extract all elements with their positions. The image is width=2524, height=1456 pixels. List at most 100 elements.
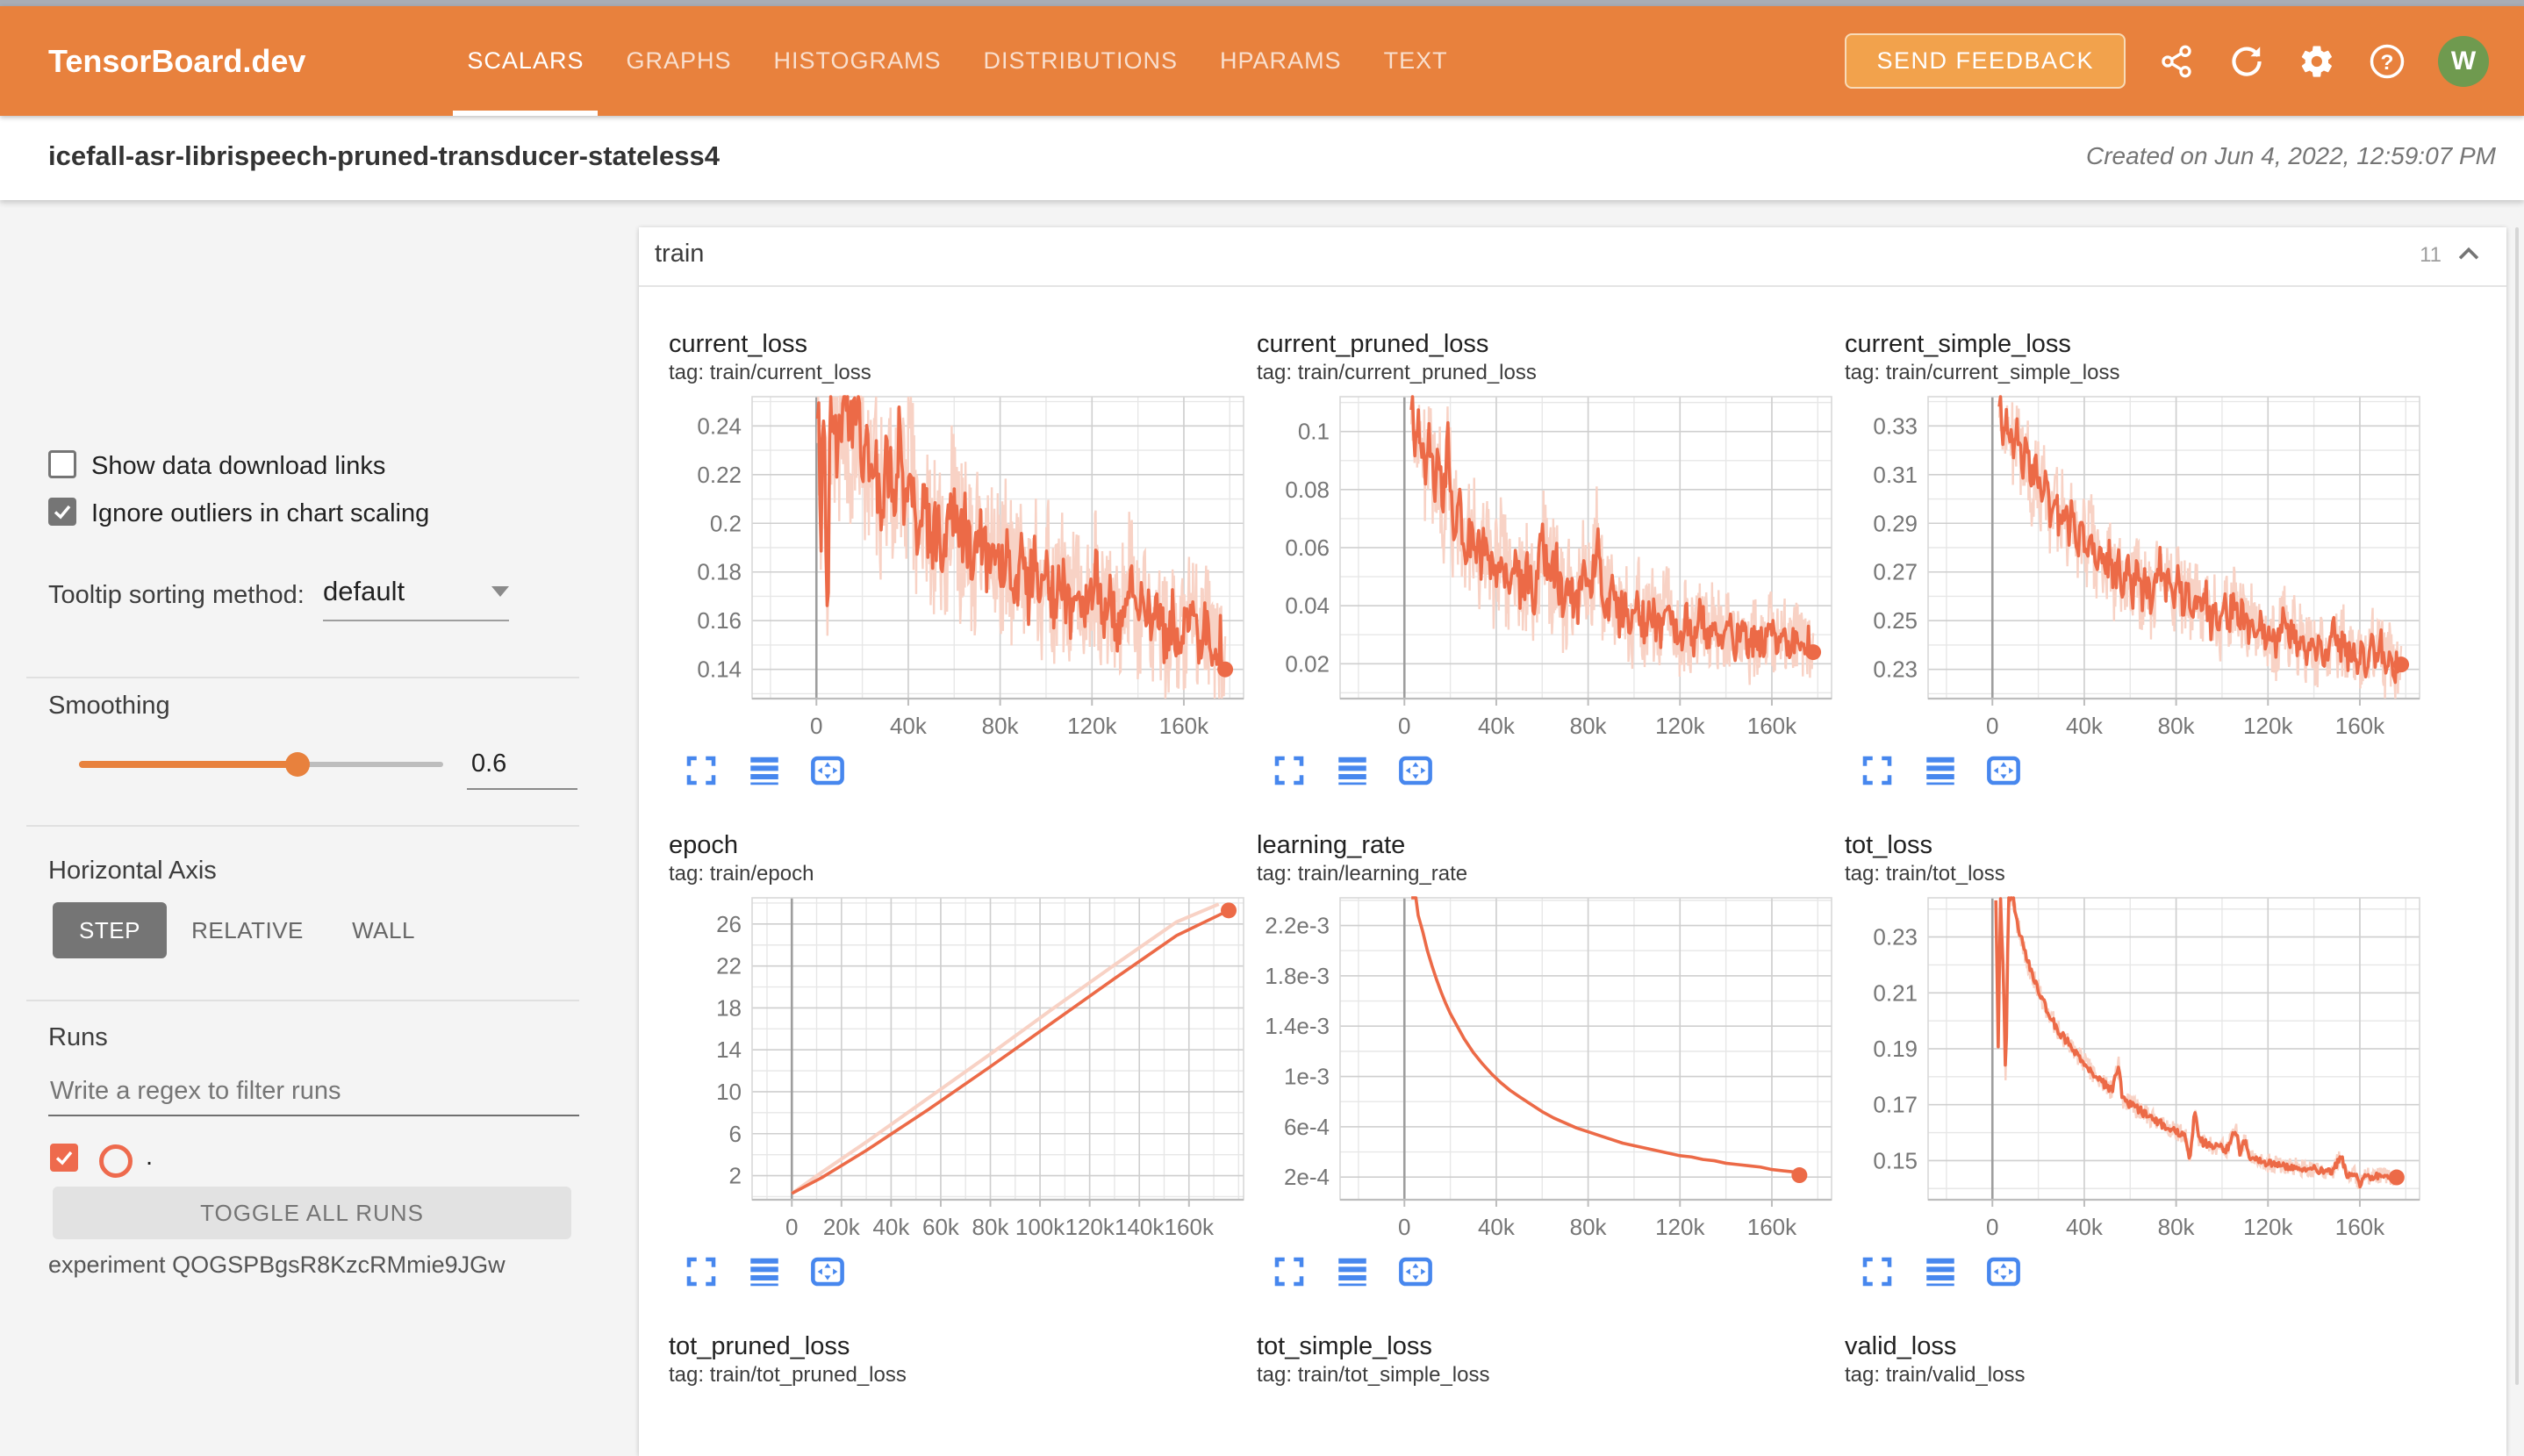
- svg-text:120k: 120k: [1655, 713, 1705, 739]
- svg-text:0: 0: [1986, 1214, 1998, 1240]
- share-icon[interactable]: [2157, 42, 2196, 81]
- show-download-label: Show data download links: [91, 452, 386, 480]
- tab-distributions[interactable]: DISTRIBUTIONS: [983, 47, 1179, 74]
- svg-text:0.06: 0.06: [1285, 534, 1330, 561]
- chart-current_loss: current_loss tag: train/current_loss 0 40k 8…: [669, 328, 1248, 793]
- svg-text:6e-4: 6e-4: [1284, 1114, 1330, 1140]
- fit-domain-icon[interactable]: [807, 1253, 848, 1295]
- collapse-section-icon[interactable]: [2454, 240, 2484, 269]
- svg-text:14: 14: [716, 1036, 742, 1063]
- svg-text:0.25: 0.25: [1873, 607, 1918, 634]
- settings-icon[interactable]: [2298, 42, 2336, 81]
- chart-plot[interactable]: 0 40k 80k 120k 160k 0.24 0.22 0.2 0.18 0.16 0.14: [669, 390, 1248, 742]
- chart-learning_rate: learning_rate tag: train/learning_rate 0 40…: [1257, 829, 1836, 1295]
- chevron-down-icon: [490, 585, 511, 603]
- experiment-title: icefall-asr-librispeech-pruned-transduce…: [48, 140, 720, 171]
- svg-text:0.14: 0.14: [697, 656, 742, 683]
- run-checkbox[interactable]: [50, 1144, 78, 1172]
- svg-text:160k: 160k: [1747, 713, 1797, 739]
- svg-text:80k: 80k: [972, 1214, 1010, 1240]
- user-avatar[interactable]: W: [2438, 35, 2489, 87]
- fullscreen-icon[interactable]: [1269, 1253, 1309, 1295]
- svg-text:18: 18: [716, 994, 742, 1021]
- vertical-scrollbar[interactable]: [2515, 227, 2519, 1385]
- run-color-swatch[interactable]: [99, 1144, 133, 1178]
- fit-domain-icon[interactable]: [1395, 752, 1436, 793]
- chart-toolbar: [1857, 752, 2424, 793]
- fit-domain-icon[interactable]: [1395, 1253, 1436, 1295]
- app-logo: TensorBoard.dev: [48, 42, 306, 79]
- smoothing-value-underline: [467, 788, 577, 790]
- tab-graphs[interactable]: GRAPHS: [626, 47, 732, 74]
- refresh-icon[interactable]: [2227, 42, 2266, 81]
- fullscreen-icon[interactable]: [1857, 752, 1897, 793]
- svg-text:160k: 160k: [1165, 1214, 1215, 1240]
- log-scale-icon[interactable]: [744, 752, 785, 793]
- smoothing-slider[interactable]: [79, 752, 443, 777]
- svg-text:160k: 160k: [2335, 1214, 2385, 1240]
- runs-filter-input[interactable]: [48, 1076, 578, 1107]
- svg-text:0.23: 0.23: [1873, 656, 1918, 683]
- ignore-outliers-checkbox[interactable]: [48, 498, 76, 526]
- log-scale-icon[interactable]: [1332, 1253, 1373, 1295]
- chart-plot[interactable]: 0 40k 80k 120k 160k 2.2e-3 1.8e-3 1.4e-3 1e-3 6e-…: [1257, 891, 1836, 1244]
- chart-valid_loss: valid_loss tag: train/valid_loss: [1845, 1330, 2424, 1392]
- chart-plot[interactable]: 0 40k 80k 120k 160k 0.1 0.08 0.06 0.04 0.02: [1257, 390, 1836, 742]
- fullscreen-icon[interactable]: [681, 1253, 721, 1295]
- tab-text[interactable]: TEXT: [1383, 47, 1448, 74]
- log-scale-icon[interactable]: [744, 1253, 785, 1295]
- fullscreen-icon[interactable]: [1269, 752, 1309, 793]
- tab-hparams[interactable]: HPARAMS: [1220, 47, 1342, 74]
- send-feedback-button[interactable]: SEND FEEDBACK: [1845, 33, 2126, 89]
- tooltip-sorting-value: default: [323, 576, 405, 606]
- chart-tag: tag: train/learning_rate: [1257, 862, 1468, 886]
- svg-text:0.27: 0.27: [1873, 559, 1918, 585]
- chart-tag: tag: train/valid_loss: [1845, 1363, 2026, 1387]
- log-scale-icon[interactable]: [1332, 752, 1373, 793]
- chart-tag: tag: train/tot_loss: [1845, 862, 2005, 886]
- chart-plot[interactable]: 0 20k 40k 60k 80k 100k 120k 140k 160k 26 22 18 14 10 6…: [669, 891, 1248, 1244]
- svg-text:120k: 120k: [2243, 713, 2293, 739]
- header-tabs: SCALARS GRAPHS HISTOGRAMS DISTRIBUTIONS HPAR…: [446, 6, 1468, 116]
- svg-text:1e-3: 1e-3: [1284, 1064, 1330, 1090]
- smoothing-value[interactable]: 0.6: [471, 750, 507, 778]
- svg-text:40k: 40k: [872, 1214, 910, 1240]
- svg-text:0.17: 0.17: [1873, 1092, 1918, 1118]
- ignore-outliers-label: Ignore outliers in chart scaling: [91, 499, 430, 527]
- chart-title: current_pruned_loss: [1257, 330, 1489, 358]
- fit-domain-icon[interactable]: [1983, 1253, 2024, 1295]
- svg-text:100k: 100k: [1015, 1214, 1065, 1240]
- horizontal-axis-label: Horizontal Axis: [48, 857, 217, 885]
- fit-domain-icon[interactable]: [1983, 752, 2024, 793]
- fullscreen-icon[interactable]: [1857, 1253, 1897, 1295]
- fullscreen-icon[interactable]: [681, 752, 721, 793]
- svg-text:6: 6: [729, 1121, 742, 1147]
- fit-domain-icon[interactable]: [807, 752, 848, 793]
- axis-wall-button[interactable]: WALL: [335, 902, 432, 958]
- toggle-all-runs-button[interactable]: TOGGLE ALL RUNS: [53, 1187, 571, 1239]
- sidebar-divider: [26, 825, 579, 827]
- svg-text:1.4e-3: 1.4e-3: [1265, 1013, 1330, 1039]
- slider-handle: [285, 752, 310, 777]
- svg-text:0.22: 0.22: [697, 462, 742, 488]
- chart-current_pruned_loss: current_pruned_loss tag: train/current_pr…: [1257, 328, 1836, 793]
- axis-step-button[interactable]: STEP: [53, 902, 167, 958]
- help-icon[interactable]: ?: [2368, 42, 2406, 81]
- chart-title: tot_simple_loss: [1257, 1332, 1432, 1360]
- svg-text:0.31: 0.31: [1873, 462, 1918, 488]
- runs-label: Runs: [48, 1023, 108, 1051]
- train-section-header[interactable]: train 11: [639, 227, 2506, 287]
- chart-plot[interactable]: 0 40k 80k 120k 160k 0.33 0.31 0.29 0.27 0.25 0.23: [1845, 390, 2424, 742]
- log-scale-icon[interactable]: [1920, 752, 1961, 793]
- svg-text:80k: 80k: [2158, 713, 2196, 739]
- log-scale-icon[interactable]: [1920, 1253, 1961, 1295]
- smoothing-label: Smoothing: [48, 692, 170, 720]
- chart-title: tot_loss: [1845, 831, 1932, 859]
- chart-plot[interactable]: 0 40k 80k 120k 160k 0.23 0.21 0.19 0.17 0.15: [1845, 891, 2424, 1244]
- tooltip-sorting-dropdown[interactable]: default: [323, 576, 511, 607]
- show-download-checkbox[interactable]: [48, 450, 76, 478]
- train-section-card: train 11 current_loss tag: train/current_…: [639, 227, 2506, 1456]
- axis-relative-button[interactable]: RELATIVE: [186, 902, 309, 958]
- tab-scalars[interactable]: SCALARS: [446, 6, 605, 116]
- tab-histograms[interactable]: HISTOGRAMS: [773, 47, 942, 74]
